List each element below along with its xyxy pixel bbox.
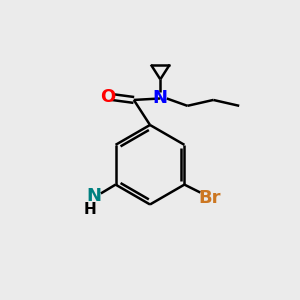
Text: Br: Br bbox=[199, 189, 221, 207]
Text: H: H bbox=[84, 202, 96, 217]
Text: N: N bbox=[86, 188, 101, 206]
Text: N: N bbox=[153, 89, 168, 107]
Text: O: O bbox=[100, 88, 115, 106]
